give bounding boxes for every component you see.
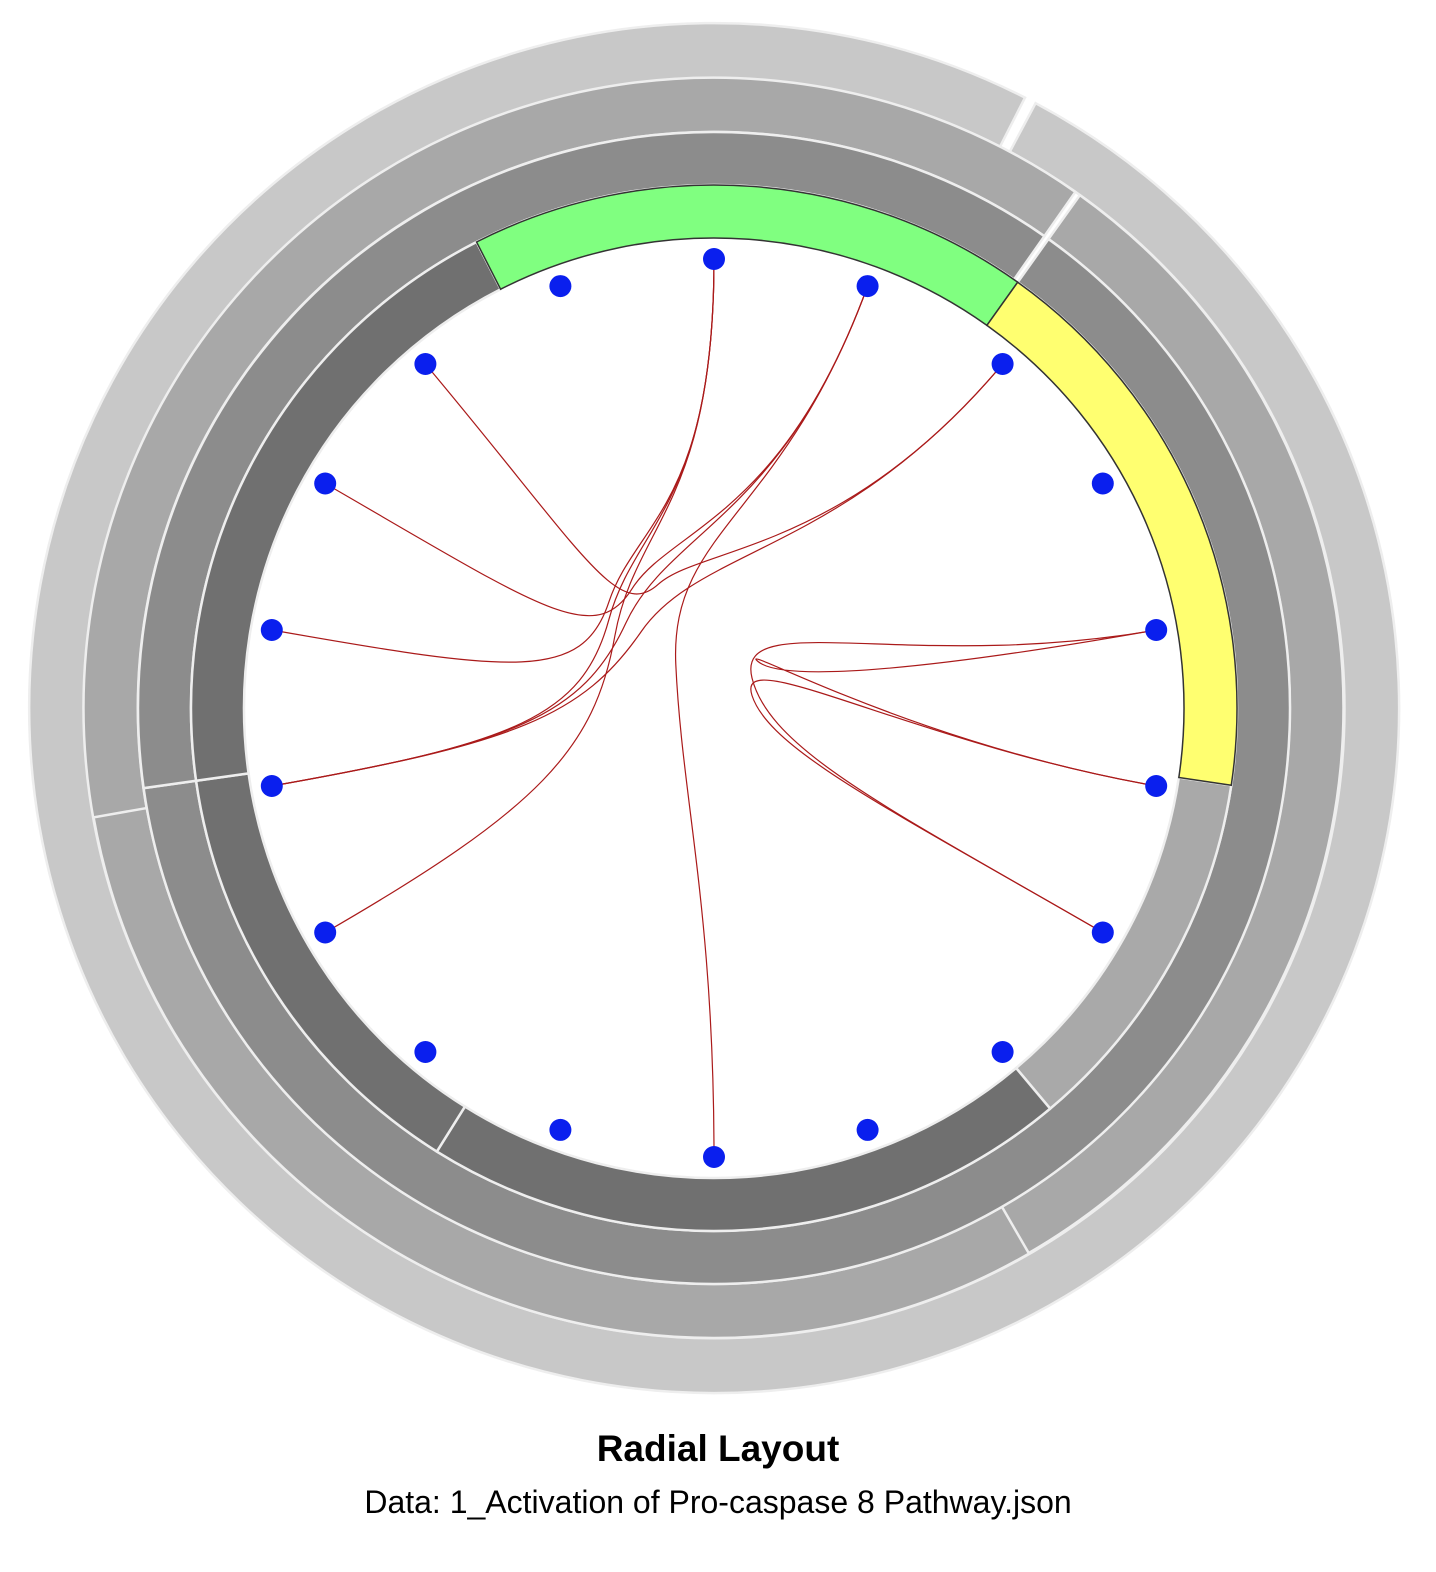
radial-diagram xyxy=(27,21,1401,1395)
node-11[interactable] xyxy=(414,1041,437,1063)
node-13[interactable] xyxy=(260,775,283,797)
node-3[interactable] xyxy=(1091,472,1114,495)
node-6[interactable] xyxy=(1091,921,1114,944)
node-5[interactable] xyxy=(1145,775,1168,797)
node-4[interactable] xyxy=(1145,619,1168,641)
edge-5-4 xyxy=(755,629,1157,787)
diagram-title: Radial Layout xyxy=(596,1428,840,1469)
diagram-subtitle: Data: 1_Activation of Pro-caspase 8 Path… xyxy=(364,1484,1072,1520)
edge-1-15 xyxy=(324,285,869,617)
edge-1-9 xyxy=(675,285,869,1158)
node-2[interactable] xyxy=(991,353,1014,375)
edge-2-16 xyxy=(424,363,1004,595)
edge-4-6 xyxy=(750,629,1157,934)
node-15[interactable] xyxy=(314,472,337,495)
hierarchy-rings xyxy=(27,21,1401,1395)
node-9[interactable] xyxy=(703,1146,725,1168)
node-12[interactable] xyxy=(314,921,337,944)
edge-2-13 xyxy=(271,363,1004,787)
node-8[interactable] xyxy=(856,1118,879,1141)
edge-5-6 xyxy=(750,679,1157,934)
node-17[interactable] xyxy=(549,275,572,298)
edge-bundle xyxy=(271,258,1157,1158)
node-10[interactable] xyxy=(549,1118,572,1141)
node-16[interactable] xyxy=(414,353,437,375)
node-1[interactable] xyxy=(856,275,879,298)
node-14[interactable] xyxy=(260,619,283,641)
node-0[interactable] xyxy=(703,248,725,270)
node-layer xyxy=(260,248,1168,1168)
node-7[interactable] xyxy=(991,1041,1014,1063)
segment-highlight-yellow xyxy=(985,281,1238,787)
edge-0-12 xyxy=(324,258,715,934)
